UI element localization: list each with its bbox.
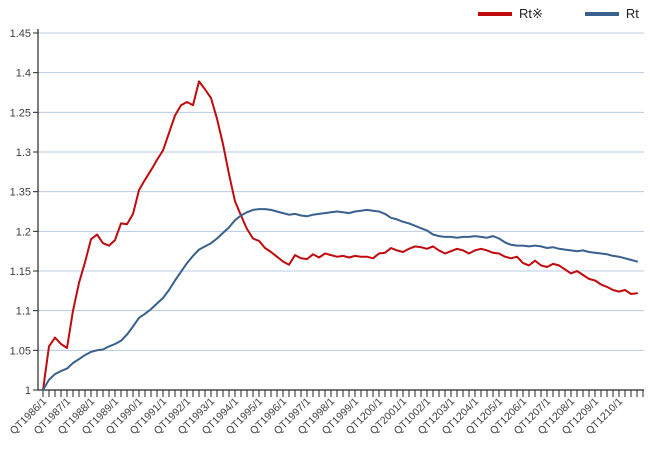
y-axis-tick-label: 1.45: [10, 28, 31, 40]
y-axis-tick-label: 1.4: [16, 68, 31, 80]
legend-label-rt: Rt: [625, 6, 639, 21]
x-axis: [38, 389, 644, 397]
legend-swatch-rt-icon: [584, 11, 619, 16]
y-axis-tick-label: 1: [25, 385, 31, 397]
y-axis-tick-label: 1.25: [10, 107, 31, 119]
legend-item-rt: Rt: [584, 6, 639, 21]
legend-label-rt-star: Rt※: [519, 6, 543, 21]
y-axis-tick-label: 1.05: [10, 345, 31, 357]
y-axis-tick-label: 1.1: [16, 306, 31, 318]
y-axis-tick-label: 1.3: [16, 147, 31, 159]
gridlines: [38, 32, 644, 351]
y-axis-tick-label: 1.15: [10, 266, 31, 278]
legend-swatch-rt-star-icon: [478, 11, 512, 16]
chart-legend: Rt※ Rt: [478, 7, 639, 20]
y-axis: 1.45 1.4 1.25 1.3 1.35 1.2 1.15 1.1 1.05 1: [10, 28, 39, 397]
y-axis-tick-label: 1.2: [16, 226, 31, 238]
series-line-rt: [42, 208, 638, 391]
series-line-rt-star: [42, 80, 638, 391]
x-axis-tick-labels: QT1986/1QT1987/1QT1988/1QT1989/1QT1990/1…: [8, 396, 626, 438]
y-axis-tick-label: 1.35: [10, 187, 31, 199]
legend-item-rt-star: Rt※: [478, 7, 543, 20]
